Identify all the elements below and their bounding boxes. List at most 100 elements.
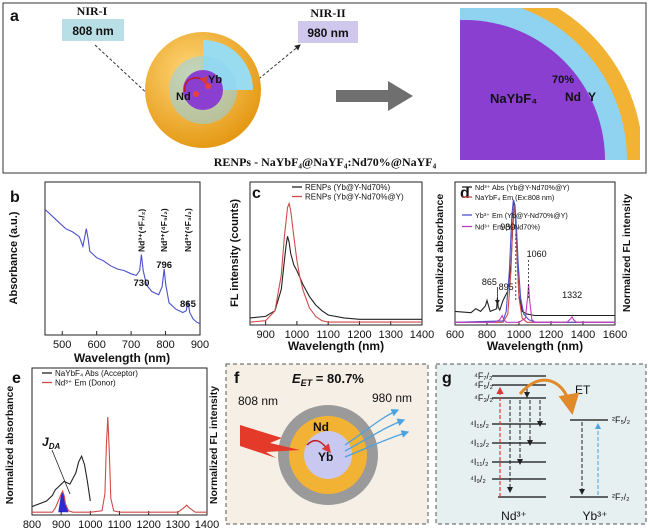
panel-e-ylabel2: Normalized FL intensity [208, 386, 220, 504]
series-line-e-0 [32, 454, 91, 508]
x-tick-label: 1200 [136, 519, 160, 530]
legend-entry: RENPs (Yb@Y-Nd70%) [305, 183, 391, 192]
x-tick-label: 900 [191, 339, 209, 351]
panel-d-xlabel: Wavelength (nm) [487, 339, 583, 353]
panel-b: b 500 600 700 800 900 Wavelength (nm) Absorb… [8, 181, 209, 365]
energy-transfer-arrow [184, 75, 208, 93]
x-tick-label: 800 [478, 329, 496, 341]
overlap-label: JDA [42, 435, 60, 451]
nd-level-label: ⁴I₁₅/₂ [470, 419, 490, 429]
panel-b-annotations: Nd³⁺(⁴F₇/₂) 730 Nd³⁺(⁴F₅/₂) 796 Nd³⁺(⁴F₃/₂) 8… [134, 208, 197, 310]
legend-entry: Nd³⁺ Em (Donor) [55, 379, 116, 388]
zoom-pct: 70% [552, 74, 574, 86]
panel-e-letter: e [12, 370, 21, 387]
panel-d-annotations: 980 1060 865 895 1332 [482, 222, 582, 305]
peak-value: 1332 [562, 290, 582, 300]
panel-d-series [455, 199, 615, 323]
zoomed-shell-section [460, 8, 640, 160]
peak-value: 796 [156, 260, 172, 271]
nir2-value: 980 nm [307, 26, 348, 40]
x-tick-label: 700 [122, 339, 140, 351]
nir1-value: 808 nm [72, 24, 113, 38]
panel-b-series [45, 208, 200, 325]
panel-c-legend: RENPs (Yb@Y-Nd70%)RENPs (Yb@Y-Nd70%@Y) [292, 183, 404, 202]
panel-f-nd: Nd [313, 420, 329, 434]
zoom-y: Y [588, 90, 596, 104]
x-tick-label: 1400 [571, 329, 595, 341]
yb-level-label: ²F₅/₂ [612, 415, 631, 425]
nd-level-label: ⁴I₉/₂ [470, 474, 486, 484]
peak-value: 980 [500, 222, 515, 232]
x-tick-label: 1600 [603, 329, 627, 341]
peak-value: 895 [499, 282, 514, 292]
x-tick-label: 500 [53, 339, 71, 351]
x-tick-label: 1200 [539, 329, 563, 341]
x-tick-label: 1400 [195, 519, 219, 530]
yb-ion-label: Yb³⁺ [582, 509, 607, 523]
legend-entry: Nd³⁺ Abs (Yb@Y-Nd70%@Y) [475, 183, 569, 192]
nir2-label: NIR-II [310, 6, 346, 20]
panel-e: e 800 900 1000 1100 1200 1300 1400 NaYbF₄ Abs … [4, 367, 220, 530]
panel-b-letter: b [10, 189, 20, 206]
panel-a-caption: RENPs - NaYbF₄@NaYF₄:Nd70%@NaYF₄ [214, 155, 437, 169]
panel-b-xlabel: Wavelength (nm) [74, 351, 170, 365]
series-line-c-1 [250, 201, 422, 323]
nanoparticle-sphere: Yb Nd [145, 32, 261, 148]
panel-b-ylabel: Absorbance (a.u.) [8, 211, 20, 304]
panel-f: f EET = 80.7% Nd Yb 808 nm 980 nm [225, 363, 429, 525]
x-tick-label: 1300 [378, 329, 402, 341]
zoom-core [460, 20, 605, 160]
panel-e-ylabel: Normalized absorbance [4, 386, 16, 505]
x-tick-label: 1300 [166, 519, 190, 530]
panel-c-axes [249, 181, 423, 326]
core [183, 70, 223, 110]
legend-entry: Yb³⁺ Em (Yb@Y-Nd70%@Y) [475, 211, 568, 220]
overlap-pointer [51, 449, 71, 495]
panel-b-axes [44, 181, 201, 336]
series-line-b-0 [45, 208, 200, 325]
nd-level-label: ⁴F₅/₂ [474, 380, 493, 390]
x-tick-label: 900 [52, 519, 70, 530]
panel-e-overlap-fill [58, 491, 69, 513]
x-tick-label: 1000 [78, 519, 102, 530]
panel-e-series [32, 416, 207, 513]
panel-d-ylabel2: Normalized FL intensity [621, 194, 633, 312]
panel-c-letter: c [252, 185, 261, 202]
zoom-arrow [336, 81, 413, 111]
x-tick-label: 1400 [410, 329, 434, 341]
peak-label: Nd³⁺(⁴F₇/₂) [136, 209, 146, 252]
peak-value: 865 [482, 277, 497, 287]
panel-d-ylabel: Normalized absorbance [434, 194, 446, 313]
panel-e-legend: NaYbF₄ Abs (Acceptor)Nd³⁺ Em (Donor) [42, 369, 138, 388]
peak-label: Nd³⁺(⁴F₃/₂) [183, 208, 193, 252]
panel-f-yb: Yb [318, 450, 333, 464]
x-tick-label: 800 [23, 519, 41, 530]
peak-value: 865 [180, 299, 197, 310]
et-label: ET [575, 383, 591, 397]
panel-f-title: EET = 80.7% [292, 371, 364, 388]
legend-entry: NaYbF₄ Em (Ex:808 nm) [475, 193, 554, 202]
panel-c-ticks: 900 1000 1100 1200 1300 1400 [256, 321, 434, 341]
panel-d-legend: Nd³⁺ Abs (Yb@Y-Nd70%@Y)NaYbF₄ Em (Ex:808… [462, 183, 569, 232]
panel-c-series [250, 201, 422, 323]
yb-level-label: ²F₇/₂ [612, 492, 630, 502]
peak-label: Nd³⁺(⁴F₅/₂) [159, 208, 169, 252]
legend-entry: NaYbF₄ Abs (Acceptor) [55, 369, 138, 378]
panel-d: d 600 800 1000 1200 1400 1600 Nd³⁺ Abs (Yb@Y-… [434, 181, 633, 353]
zoom-nd: Nd [565, 90, 581, 104]
emission-waves [344, 409, 410, 458]
yb-core [304, 431, 352, 479]
nd-level-label: ⁴I₁₁/₂ [470, 457, 489, 467]
x-tick-label: 900 [256, 329, 274, 341]
nd-level-label: ⁴F₇/₂ [474, 371, 493, 381]
series-line-d-2 [455, 199, 615, 323]
panel-f-out-label: 980 nm [372, 391, 412, 405]
panel-c-xlabel: Wavelength (nm) [288, 339, 384, 353]
panel-a: a NIR-I 808 nm NIR-II 980 nm Yb Nd NaYbF… [2, 2, 647, 174]
nd-level-label: ⁴I₁₃/₂ [470, 438, 490, 448]
series-line-d-3 [455, 284, 615, 323]
panel-d-axes [454, 181, 616, 326]
x-tick-label: 800 [156, 339, 174, 351]
